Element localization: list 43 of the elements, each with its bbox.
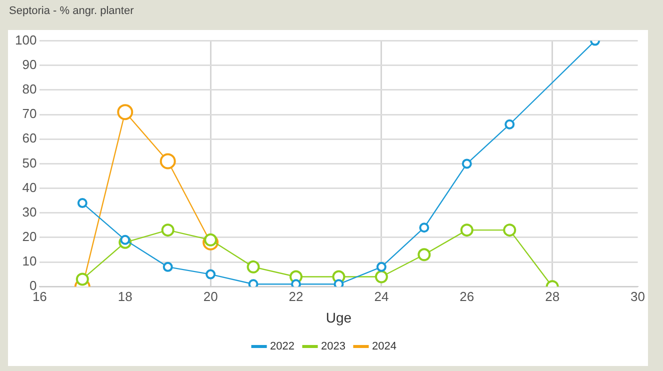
x-tick-label: 20 — [203, 288, 218, 304]
point — [291, 279, 302, 287]
legend-label: 2024 — [372, 340, 396, 353]
point — [462, 158, 472, 169]
x-tick-label: 28 — [545, 288, 560, 304]
point — [117, 104, 134, 120]
point — [204, 233, 218, 246]
point — [374, 270, 388, 284]
legend-label: 2023 — [321, 340, 346, 353]
point — [77, 198, 88, 208]
point — [248, 279, 258, 287]
y-tick-label: 20 — [22, 229, 37, 244]
point — [161, 224, 174, 237]
y-tick-label: 100 — [14, 32, 37, 48]
chart-title: Septoria - % angr. planter — [9, 5, 134, 17]
point — [419, 222, 430, 233]
y-tick-label: 70 — [22, 106, 37, 122]
point — [460, 224, 474, 237]
x-tick-label: 18 — [118, 288, 132, 304]
point — [160, 153, 176, 170]
point — [162, 262, 173, 272]
point — [206, 269, 216, 280]
x-tick-label: 22 — [288, 288, 304, 304]
point — [246, 260, 260, 274]
x-axis-title: Uge — [326, 309, 352, 326]
y-tick-label: 60 — [22, 130, 37, 146]
point — [376, 262, 386, 272]
x-tick-label: 26 — [460, 288, 474, 304]
y-tick-label: 80 — [22, 82, 37, 97]
y-tick-label: 90 — [22, 56, 37, 72]
point — [120, 234, 130, 245]
point — [418, 248, 431, 262]
legend-label: 2022 — [270, 340, 295, 353]
y-tick-label: 40 — [22, 180, 37, 195]
y-tick-label: 50 — [22, 155, 37, 170]
point — [503, 224, 516, 237]
x-tick-label: 30 — [630, 288, 646, 304]
y-tick-label: 30 — [22, 204, 37, 220]
point — [334, 279, 344, 287]
point — [504, 119, 515, 130]
point — [76, 272, 89, 286]
y-tick-label: 10 — [22, 254, 37, 269]
x-tick-label: 24 — [374, 288, 389, 304]
